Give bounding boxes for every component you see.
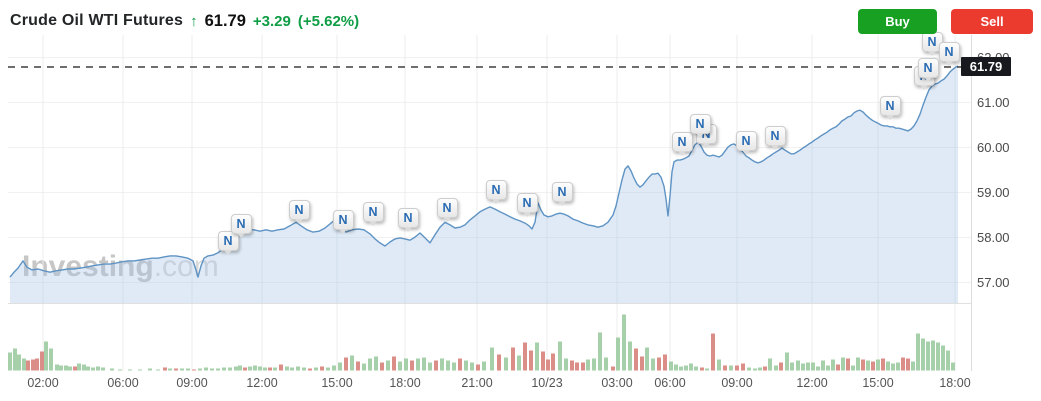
- header-last-price: 61.79: [204, 11, 246, 30]
- x-axis-label: 12:00: [246, 376, 277, 390]
- x-axis-label: 10/23: [531, 376, 562, 390]
- x-axis-label: 15:00: [862, 376, 893, 390]
- news-marker[interactable]: N: [516, 193, 538, 217]
- instrument-title: Crude Oil WTI Futures: [10, 12, 184, 29]
- x-axis-label: 03:00: [601, 376, 632, 390]
- y-axis-label: 58.00: [977, 230, 1010, 245]
- x-axis-label: 18:00: [389, 376, 420, 390]
- x-axis-label: 21:00: [461, 376, 492, 390]
- news-marker[interactable]: N: [879, 96, 901, 120]
- price-line: [9, 65, 959, 278]
- news-marker[interactable]: N: [217, 231, 239, 255]
- last-price-badge: 61.79: [961, 57, 1011, 77]
- x-axis-label: 09:00: [721, 376, 752, 390]
- gridlines: [8, 35, 971, 371]
- news-marker[interactable]: N: [938, 42, 960, 66]
- y-axis-label: 60.00: [977, 140, 1010, 155]
- y-axis-label: 57.00: [977, 275, 1010, 290]
- volume-bars: [8, 314, 955, 371]
- up-arrow-icon: ↑: [190, 12, 198, 30]
- price-change-percent: (+5.62%): [297, 12, 360, 30]
- news-marker[interactable]: N: [551, 182, 573, 206]
- trade-buttons: Buy Sell: [858, 8, 1033, 34]
- x-axis-label: 12:00: [796, 376, 827, 390]
- x-axis-label: 06:00: [654, 376, 685, 390]
- x-axis-label: 02:00: [27, 376, 58, 390]
- news-marker[interactable]: N: [332, 210, 354, 234]
- news-marker[interactable]: N: [362, 202, 384, 226]
- buy-button[interactable]: Buy: [858, 8, 937, 34]
- y-axis-label: 59.00: [977, 185, 1010, 200]
- news-marker[interactable]: N: [735, 131, 757, 155]
- x-axis-label: 15:00: [321, 376, 352, 390]
- news-marker[interactable]: N: [288, 200, 310, 224]
- x-axis-label: 18:00: [939, 376, 970, 390]
- price-area-fill: [10, 66, 958, 304]
- sell-button[interactable]: Sell: [951, 8, 1033, 34]
- news-marker[interactable]: N: [485, 180, 507, 204]
- title-row: Crude Oil WTI Futures ↑ 61.79 +3.29 (+5.…: [10, 12, 359, 31]
- news-marker[interactable]: N: [917, 58, 939, 82]
- news-marker[interactable]: N: [689, 114, 711, 138]
- price-change: +3.29: [252, 12, 291, 30]
- news-marker[interactable]: N: [764, 126, 786, 150]
- x-axis-label: 09:00: [176, 376, 207, 390]
- news-marker[interactable]: N: [230, 214, 252, 238]
- y-axis-label: 61.00: [977, 95, 1010, 110]
- news-marker[interactable]: N: [671, 132, 693, 156]
- header-bar: Crude Oil WTI Futures ↑ 61.79 +3.29 (+5.…: [10, 7, 1033, 35]
- news-marker[interactable]: N: [397, 208, 419, 232]
- x-axis-label: 06:00: [107, 376, 138, 390]
- news-marker[interactable]: N: [436, 198, 458, 222]
